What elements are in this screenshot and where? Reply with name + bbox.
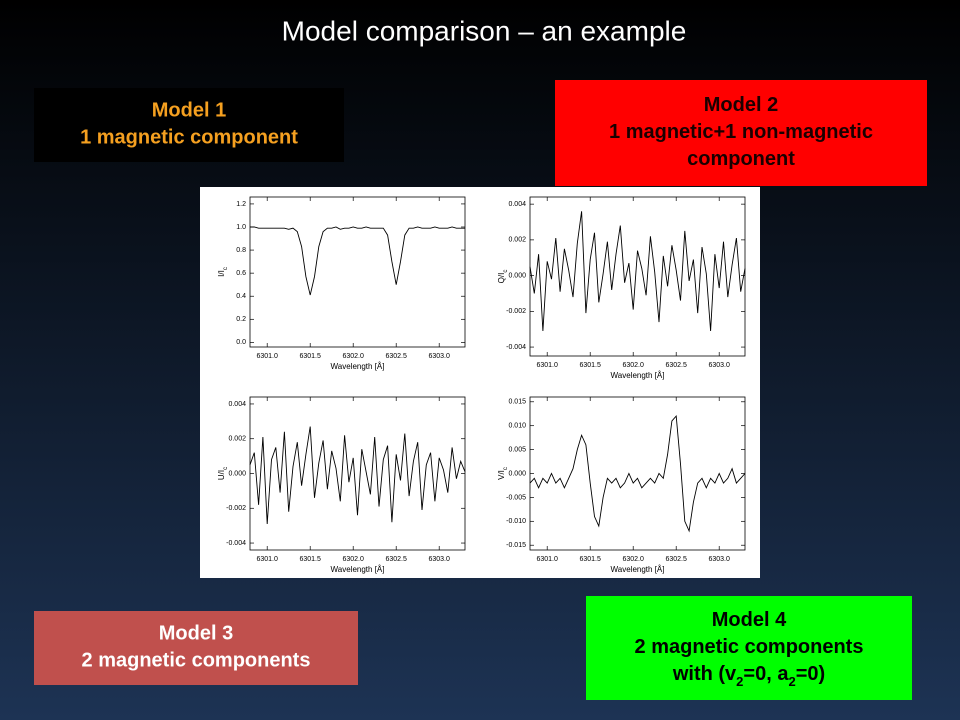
y-tick-label: 0.004: [228, 401, 246, 408]
text-part: 1 magnetic+1 non-magnetic: [609, 121, 873, 143]
y-tick-label: -0.015: [506, 542, 526, 549]
text-part: with (v: [672, 663, 737, 685]
model-box-line: with (v2=0, a2=0): [672, 663, 825, 689]
data-line: [529, 211, 746, 332]
y-tick-label: 0.4: [236, 293, 246, 300]
y-tick-label: 1.2: [236, 201, 246, 208]
x-tick-label: 6301.5: [579, 556, 601, 563]
x-tick-label: 6302.0: [342, 556, 364, 563]
x-tick-label: 6301.0: [536, 362, 558, 369]
y-tick-label: 0.005: [508, 446, 526, 453]
text-part: 2 magnetic components: [82, 650, 311, 672]
model-box: [586, 596, 912, 700]
text-part: Q/I: [497, 273, 506, 284]
x-tick-label: 6302.5: [385, 353, 407, 360]
y-tick-label: 0.002: [508, 237, 526, 244]
x-axis-label: Wavelength [Å]: [611, 371, 665, 380]
y-tick-label: 0.004: [508, 201, 526, 208]
model-box-line: 1 magnetic+1 non-magnetic: [609, 121, 873, 143]
y-tick-label: 0.0: [236, 339, 246, 346]
y-tick-label: -0.004: [506, 344, 526, 351]
data-line: [529, 415, 746, 533]
subscript: 2: [788, 674, 795, 689]
x-tick-label: 6301.0: [256, 556, 278, 563]
y-tick-label: 0.8: [236, 247, 246, 254]
y-tick-label: 1.0: [236, 224, 246, 231]
data-line: [249, 426, 466, 524]
model-box: [34, 88, 344, 162]
x-tick-label: 6302.5: [385, 556, 407, 563]
x-tick-label: 6302.0: [622, 556, 644, 563]
text-part: Model 1: [152, 100, 226, 122]
y-tick-label: 0.000: [508, 272, 526, 279]
x-tick-label: 6301.5: [299, 556, 321, 563]
x-tick-label: 6302.5: [665, 362, 687, 369]
y-tick-label: 0.015: [508, 399, 526, 406]
text-part: =0, a: [743, 663, 789, 685]
subscript: c: [503, 270, 509, 273]
text-part: 1 magnetic component: [80, 127, 298, 149]
text-part: =0): [796, 663, 825, 685]
y-tick-label: 0.000: [228, 470, 246, 477]
y-tick-label: -0.004: [226, 540, 246, 547]
plot-frame: [529, 196, 746, 357]
x-tick-label: 6301.5: [579, 362, 601, 369]
x-tick-label: 6303.0: [708, 556, 730, 563]
x-axis-label: Wavelength [Å]: [331, 362, 385, 371]
subscript: c: [503, 467, 509, 470]
plot-frame: [249, 196, 466, 348]
x-tick-label: 6301.0: [536, 556, 558, 563]
data-line: [250, 226, 465, 296]
y-tick-label: -0.002: [226, 505, 246, 512]
text-part: I/I: [217, 270, 226, 277]
figure-panel: [200, 187, 760, 578]
y-tick-label: -0.002: [506, 308, 526, 315]
y-tick-label: 0.6: [236, 270, 246, 277]
text-part: V/I: [497, 470, 506, 480]
model-box-line: Model 4: [712, 609, 787, 631]
text-part: Model 2: [704, 94, 778, 116]
y-tick-label: 0.2: [236, 316, 246, 323]
subscript: c: [223, 267, 229, 270]
y-tick-label: 0.000: [508, 470, 526, 477]
subscript: c: [223, 467, 229, 470]
text-part: 2 magnetic components: [635, 636, 864, 658]
y-axis-label: U/Ic: [217, 467, 228, 480]
y-tick-label: -0.005: [506, 494, 526, 501]
x-tick-label: 6303.0: [428, 556, 450, 563]
text-part: Model 4: [712, 609, 787, 631]
slide-title: Model comparison – an example: [282, 15, 687, 46]
x-tick-label: 6302.0: [342, 353, 364, 360]
x-tick-label: 6302.0: [622, 362, 644, 369]
y-axis-label: Q/Ic: [497, 270, 508, 284]
subscript: 2: [736, 674, 743, 689]
text-part: Model 3: [159, 623, 233, 645]
model-box-line: 1 magnetic component: [80, 127, 298, 149]
model-box-line: component: [687, 148, 795, 170]
model-box-line: 2 magnetic components: [82, 650, 311, 672]
model-box: [555, 80, 927, 186]
model-box-line: Model 2: [704, 94, 778, 116]
text-part: U/I: [217, 470, 226, 480]
x-tick-label: 6303.0: [708, 362, 730, 369]
x-tick-label: 6302.5: [665, 556, 687, 563]
x-axis-label: Wavelength [Å]: [611, 565, 665, 574]
y-axis-label: I/Ic: [217, 267, 228, 277]
y-tick-label: 0.002: [228, 436, 246, 443]
x-tick-label: 6301.0: [256, 353, 278, 360]
text-part: component: [687, 148, 795, 170]
x-axis-label: Wavelength [Å]: [331, 565, 385, 574]
y-tick-label: -0.010: [506, 518, 526, 525]
x-tick-label: 6303.0: [428, 353, 450, 360]
model-box: [34, 611, 358, 685]
model-box-line: 2 magnetic components: [635, 636, 864, 658]
model-box-line: Model 1: [152, 100, 226, 122]
y-axis-label: V/Ic: [497, 467, 508, 480]
model-box-line: Model 3: [159, 623, 233, 645]
x-tick-label: 6301.5: [299, 353, 321, 360]
y-tick-label: 0.010: [508, 423, 526, 430]
